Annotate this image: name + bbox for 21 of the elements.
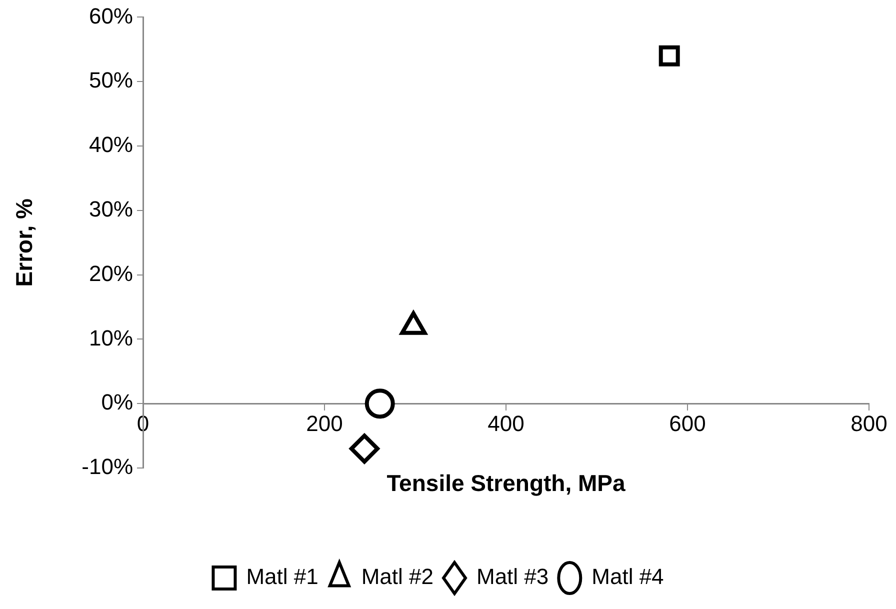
y-tick-label: 50%: [88, 68, 133, 93]
x-tick-label: 400: [488, 410, 524, 436]
y-tick-label: -10%: [82, 454, 133, 480]
y-tick-label: 0%: [101, 390, 133, 415]
point: [658, 45, 680, 66]
y-tick-label: 10%: [88, 325, 133, 350]
x-axis-title: Tensile Strength, MPa: [386, 470, 626, 497]
legend-label: Matl #1: [246, 564, 318, 590]
x-tick-label: 200: [306, 410, 343, 436]
y-tick-label: 60%: [88, 3, 133, 28]
legend-label: Matl #2: [361, 564, 434, 590]
y-tick-label: 20%: [88, 260, 133, 286]
x-tick-label: 600: [669, 410, 706, 436]
x-tick-label: 800: [850, 410, 888, 436]
legend-label: Matl #4: [592, 564, 664, 590]
y-tick-label: 30%: [88, 196, 133, 222]
point: [364, 388, 395, 419]
point: [349, 434, 380, 464]
legend-label: Matl #3: [476, 564, 549, 590]
y-tick-label: 40%: [88, 132, 133, 158]
y-axis-title: Error, %: [11, 198, 38, 287]
